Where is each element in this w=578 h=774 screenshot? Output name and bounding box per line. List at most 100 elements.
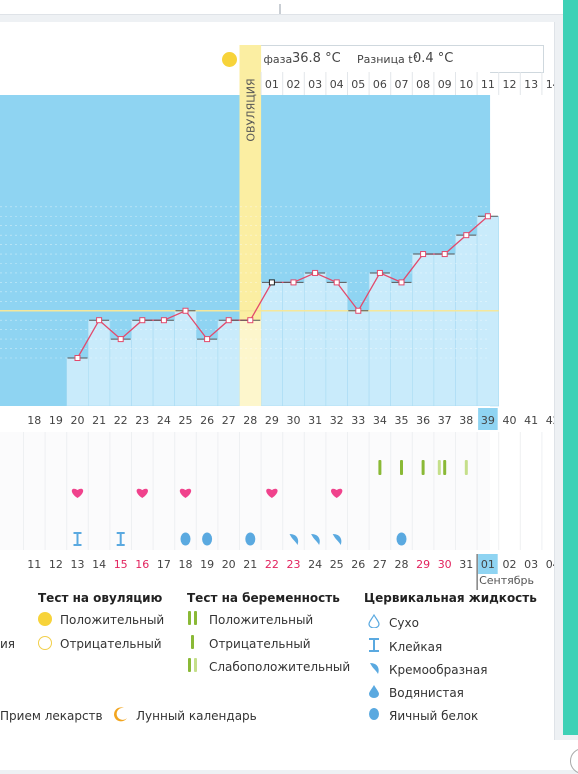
heart-icon <box>71 488 84 498</box>
temp-bar-day-35 <box>390 282 413 407</box>
day-label-27: 27 <box>222 414 236 427</box>
scroll-handle[interactable] <box>279 4 281 14</box>
temp-bar-day-38 <box>455 234 478 407</box>
top-label-11: 11 <box>481 78 495 91</box>
day-label-39: 39 <box>481 414 495 427</box>
ovulation-bar <box>239 320 262 406</box>
date-label-15: 15 <box>114 558 128 571</box>
legend-pregnancy-title: Тест на беременность <box>187 591 340 605</box>
eggwhite-icon <box>202 532 213 546</box>
top-label-09: 09 <box>438 78 452 91</box>
temp-point-day-28 <box>247 317 254 324</box>
day-label-35: 35 <box>395 414 409 427</box>
day-label-18: 18 <box>27 414 41 427</box>
legend-ovulation-negative: Отрицательный <box>60 637 162 651</box>
eggwhite-icon <box>180 532 191 546</box>
day-label-37: 37 <box>438 414 452 427</box>
page-top-bar <box>0 0 578 15</box>
temp-point-day-31 <box>312 269 319 276</box>
date-label-23: 23 <box>287 558 301 571</box>
legend-watery: Водянистая <box>389 686 464 700</box>
legend-preg-weak: Слабоположительный <box>209 660 351 674</box>
top-label-14: 14 <box>546 78 554 91</box>
temp-point-day-37 <box>441 251 448 258</box>
diff-label: Разница t° <box>357 53 419 66</box>
day-label-33: 33 <box>351 414 365 427</box>
temp-point-day-29 <box>268 279 275 286</box>
phase-label: 2 фаза <box>253 53 293 66</box>
legend-preg-negative: Отрицательный <box>209 637 311 651</box>
day-label-22: 22 <box>114 414 128 427</box>
date-label-18: 18 <box>179 558 193 571</box>
temp-bar-day-29 <box>260 282 284 407</box>
temp-bar-day-26 <box>196 338 219 407</box>
temp-bar-day-34 <box>368 272 392 407</box>
temp-bar-day-24 <box>152 319 176 407</box>
temp-bar-day-37 <box>433 253 456 407</box>
temp-bar-day-27 <box>217 319 240 407</box>
temp-bar-day-33 <box>347 310 370 407</box>
temp-bar-day-22 <box>109 338 132 407</box>
day-label-36: 36 <box>416 414 430 427</box>
day-label-30: 30 <box>287 414 301 427</box>
day-label-42: 42 <box>546 414 554 427</box>
top-label-10: 10 <box>459 78 473 91</box>
temp-bar-day-20 <box>66 357 89 407</box>
temp-point-day-34 <box>376 269 383 276</box>
legend-ovulation-title: Тест на овуляцию <box>38 591 163 605</box>
pregnancy-test-marker <box>443 460 447 475</box>
heart-icon <box>266 488 278 498</box>
date-label-25: 25 <box>330 558 344 571</box>
date-label-11: 11 <box>27 558 41 571</box>
day-row <box>0 406 491 432</box>
date-label-16: 16 <box>135 558 149 571</box>
date-label-26: 26 <box>351 558 365 571</box>
heart-icon <box>179 488 192 498</box>
pregnancy-test-marker <box>421 460 425 475</box>
temp-point-day-25 <box>182 307 189 314</box>
day-label-32: 32 <box>330 414 344 427</box>
legend-ovulation-positive: Положительный <box>60 613 165 627</box>
temp-point-day-36 <box>420 251 427 258</box>
top-label-01: 01 <box>265 78 279 91</box>
temp-point-day-30 <box>290 279 297 286</box>
creamy-icon <box>311 534 320 545</box>
creamy-icon <box>332 534 342 545</box>
top-label-05: 05 <box>351 78 365 91</box>
temp-point-day-24 <box>160 317 167 324</box>
heart-icon <box>136 488 148 498</box>
temp-bar-day-31 <box>303 272 327 407</box>
temp-point-day-33 <box>355 307 362 314</box>
temp-point-day-35 <box>398 279 405 286</box>
preg-positive-icon <box>188 611 198 625</box>
date-label-28: 28 <box>395 558 409 571</box>
ovulation-positive-icon <box>38 612 52 626</box>
date-label-19: 19 <box>200 558 214 571</box>
day-label-21: 21 <box>92 414 106 427</box>
date-label-24: 24 <box>308 558 322 571</box>
temp-bar-day-23 <box>131 319 154 407</box>
page-footer <box>0 740 578 770</box>
phase-info-box: 2 фаза 36.8 °C Разница t° 0.4 °C <box>244 45 544 73</box>
heart-icon <box>331 488 343 498</box>
pregnancy-test-marker <box>400 460 403 475</box>
temp-point-day-23 <box>139 317 146 324</box>
side-panel-strip <box>563 0 578 735</box>
legend-medication: Прием лекарств <box>0 709 103 723</box>
day-label-41: 41 <box>524 414 538 427</box>
day-label-20: 20 <box>71 414 85 427</box>
day-label-28: 28 <box>243 414 257 427</box>
temp-bar-day-32 <box>325 282 348 407</box>
eggwhite-icon <box>369 708 379 720</box>
legend-creamy: Кремообразная <box>389 663 488 677</box>
preg-negative-icon <box>191 635 194 649</box>
top-label-row <box>261 72 491 95</box>
legend-dry: Сухо <box>389 616 419 630</box>
temp-point-day-27 <box>225 317 232 324</box>
eggwhite-icon <box>245 532 256 546</box>
day-label-31: 31 <box>308 414 322 427</box>
legend-partial-text: ия <box>0 637 16 651</box>
top-label-13: 13 <box>524 78 538 91</box>
sun-icon <box>222 52 237 67</box>
legend-eggwhite: Яичный белок <box>389 709 479 723</box>
